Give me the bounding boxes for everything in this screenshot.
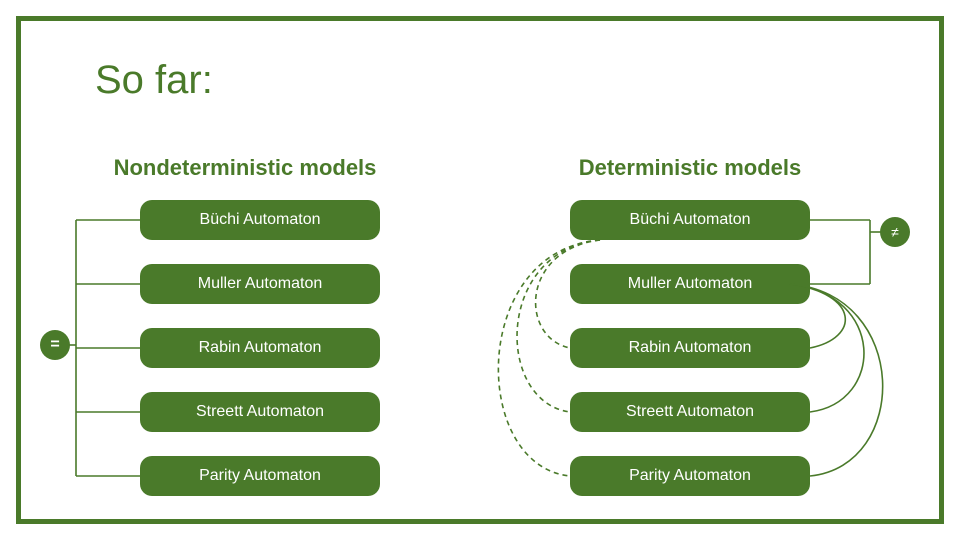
node-d-rabin: Rabin Automaton bbox=[570, 328, 810, 368]
not-equals-badge: ≠ bbox=[880, 217, 910, 247]
equals-badge: = bbox=[40, 330, 70, 360]
node-d-parity: Parity Automaton bbox=[570, 456, 810, 496]
node-d-buchi: Büchi Automaton bbox=[570, 200, 810, 240]
node-d-streett: Streett Automaton bbox=[570, 392, 810, 432]
slide: So far: Nondeterministic models Determin… bbox=[0, 0, 960, 540]
node-nd-streett: Streett Automaton bbox=[140, 392, 380, 432]
node-d-muller: Muller Automaton bbox=[570, 264, 810, 304]
node-nd-buchi: Büchi Automaton bbox=[140, 200, 380, 240]
node-nd-rabin: Rabin Automaton bbox=[140, 328, 380, 368]
node-nd-muller: Muller Automaton bbox=[140, 264, 380, 304]
slide-title: So far: bbox=[95, 58, 213, 103]
node-nd-parity: Parity Automaton bbox=[140, 456, 380, 496]
column-header-deterministic: Deterministic models bbox=[550, 155, 830, 181]
column-header-nondeterministic: Nondeterministic models bbox=[105, 155, 385, 181]
